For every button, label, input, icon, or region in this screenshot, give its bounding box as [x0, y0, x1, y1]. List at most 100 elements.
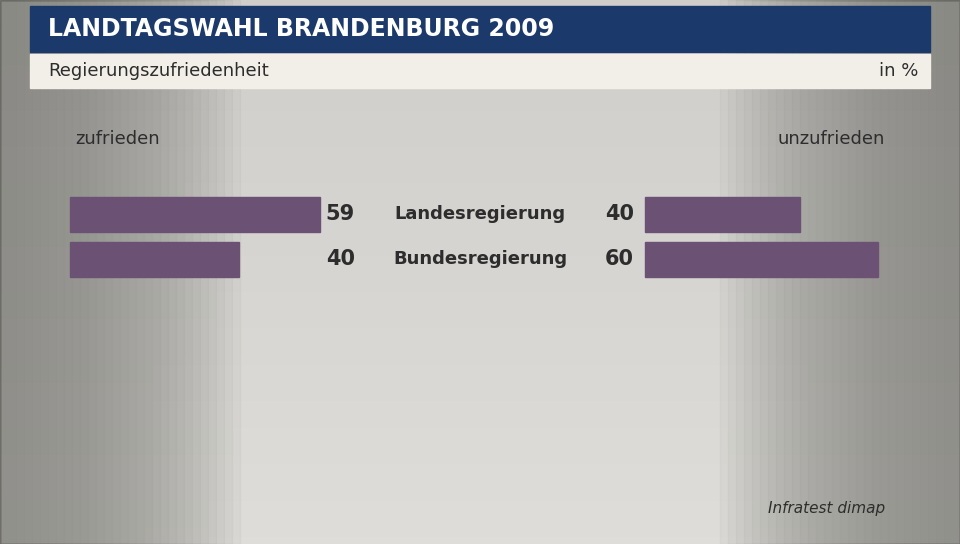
- Text: 40: 40: [605, 204, 634, 224]
- Bar: [645, 196, 800, 232]
- Bar: [0, 516, 960, 526]
- Bar: [896, 0, 960, 544]
- Bar: [0, 126, 960, 136]
- Text: Regierungszufriedenheit: Regierungszufriedenheit: [48, 62, 269, 80]
- Text: Bundesregierung: Bundesregierung: [393, 250, 567, 268]
- Bar: [0, 0, 240, 544]
- Bar: [832, 0, 960, 544]
- Bar: [0, 353, 960, 363]
- Bar: [0, 0, 104, 544]
- Bar: [912, 0, 960, 544]
- Bar: [0, 0, 232, 544]
- Bar: [736, 0, 960, 544]
- Bar: [0, 370, 960, 381]
- Bar: [0, 479, 960, 490]
- Bar: [816, 0, 960, 544]
- Bar: [0, 489, 960, 499]
- Bar: [0, 307, 960, 317]
- Bar: [848, 0, 960, 544]
- Bar: [0, 0, 56, 544]
- Bar: [0, 35, 960, 45]
- Bar: [0, 253, 960, 263]
- Bar: [0, 234, 960, 245]
- Bar: [0, 362, 960, 372]
- Bar: [0, 217, 960, 227]
- Bar: [30, 6, 930, 52]
- Bar: [888, 0, 960, 544]
- Bar: [0, 0, 136, 544]
- Bar: [776, 0, 960, 544]
- Bar: [824, 0, 960, 544]
- Bar: [645, 242, 877, 276]
- Bar: [0, 0, 8, 544]
- Bar: [0, 452, 960, 462]
- Bar: [0, 498, 960, 508]
- Bar: [904, 0, 960, 544]
- Bar: [0, 0, 168, 544]
- Bar: [70, 196, 320, 232]
- Text: 40: 40: [326, 249, 355, 269]
- Text: 59: 59: [325, 204, 355, 224]
- Bar: [800, 0, 960, 544]
- Bar: [0, 0, 216, 544]
- Bar: [944, 0, 960, 544]
- Bar: [0, 280, 960, 290]
- Bar: [0, 135, 960, 145]
- Bar: [920, 0, 960, 544]
- Bar: [0, 389, 960, 399]
- Bar: [0, 8, 960, 18]
- Bar: [0, 0, 64, 544]
- Bar: [70, 242, 239, 276]
- Bar: [0, 316, 960, 326]
- Bar: [0, 443, 960, 453]
- Bar: [0, 26, 960, 36]
- Bar: [0, 271, 960, 281]
- Bar: [0, 117, 960, 127]
- Bar: [0, 0, 80, 544]
- Bar: [0, 325, 960, 336]
- Bar: [0, 0, 176, 544]
- Bar: [0, 398, 960, 408]
- Bar: [0, 0, 72, 544]
- Bar: [0, 262, 960, 272]
- Bar: [0, 407, 960, 417]
- Text: zufrieden: zufrieden: [75, 130, 159, 148]
- Bar: [808, 0, 960, 544]
- Bar: [0, 534, 960, 544]
- Bar: [872, 0, 960, 544]
- Bar: [0, 244, 960, 254]
- Bar: [0, 63, 960, 72]
- Bar: [0, 0, 184, 544]
- Bar: [0, 525, 960, 535]
- Text: LANDTAGSWAHL BRANDENBURG 2009: LANDTAGSWAHL BRANDENBURG 2009: [48, 17, 554, 41]
- Bar: [0, 81, 960, 91]
- Bar: [0, 98, 960, 109]
- Bar: [0, 0, 16, 544]
- Bar: [0, 0, 208, 544]
- Bar: [0, 380, 960, 390]
- Bar: [0, 53, 960, 64]
- Bar: [0, 416, 960, 426]
- Bar: [0, 108, 960, 118]
- Bar: [0, 0, 128, 544]
- Bar: [0, 0, 88, 544]
- Bar: [728, 0, 960, 544]
- Bar: [0, 17, 960, 27]
- Text: unzufrieden: unzufrieden: [778, 130, 885, 148]
- Bar: [0, 0, 96, 544]
- Bar: [768, 0, 960, 544]
- Bar: [0, 0, 160, 544]
- Bar: [864, 0, 960, 544]
- Bar: [0, 425, 960, 435]
- Bar: [0, 0, 120, 544]
- Bar: [0, 0, 32, 544]
- Bar: [0, 461, 960, 472]
- Bar: [936, 0, 960, 544]
- Bar: [0, 44, 960, 54]
- Text: in %: in %: [878, 62, 918, 80]
- Bar: [0, 162, 960, 172]
- Bar: [0, 0, 192, 544]
- Bar: [0, 471, 960, 480]
- Bar: [0, 0, 24, 544]
- Bar: [0, 0, 224, 544]
